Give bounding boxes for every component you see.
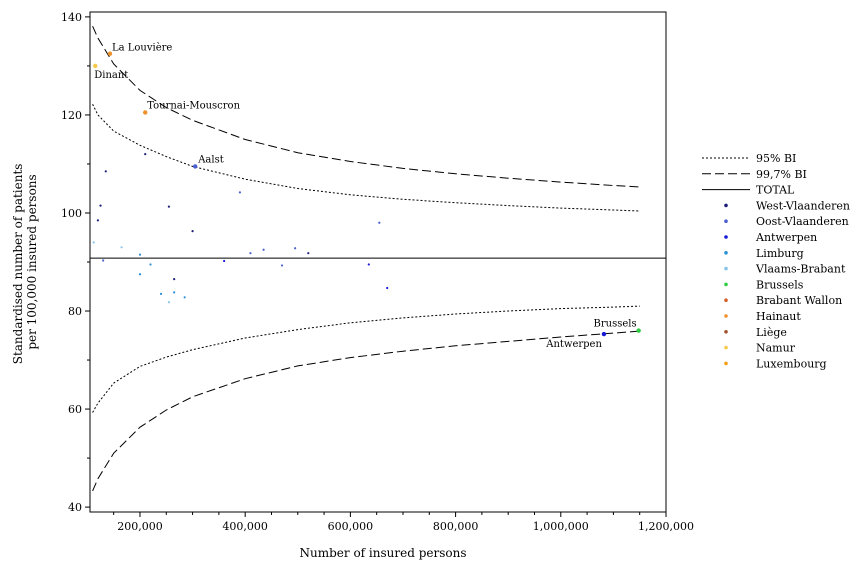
x-tick-label-3: 800,000 <box>433 520 479 533</box>
point-9-0 <box>93 63 98 69</box>
y-axis: 40 60 80 100 120 140 <box>61 11 91 514</box>
point-0-5 <box>307 252 310 255</box>
point-0-6 <box>173 278 176 281</box>
annotation-0: La Louvière <box>112 43 172 54</box>
legend-dot-6 <box>724 251 728 255</box>
point-1-4 <box>262 248 265 251</box>
band-1-lower-line <box>92 330 640 492</box>
band-1-upper-line <box>92 25 640 188</box>
y-tick-label-4: 120 <box>61 109 82 122</box>
y-tick-label-2: 80 <box>68 305 82 318</box>
point-0-1 <box>104 170 107 173</box>
legend-label-0: 95% BI <box>756 152 796 165</box>
legend-dot-4 <box>724 219 728 223</box>
band-0-lower-line <box>92 305 640 413</box>
point-3-2 <box>159 292 163 295</box>
point-3-1 <box>149 263 152 266</box>
point-1-3 <box>249 252 252 255</box>
legend-dot-7 <box>724 266 728 271</box>
x-tick-label-0: 200,000 <box>117 520 163 533</box>
point-3-3 <box>173 291 176 294</box>
point-1-0 <box>193 164 198 169</box>
point-4-0 <box>92 241 95 244</box>
y-tick-label-5: 140 <box>61 11 82 24</box>
point-1-1 <box>238 191 242 194</box>
legend-dot-10 <box>724 314 728 318</box>
point-0-2 <box>144 153 147 156</box>
legend-dot-9 <box>724 298 728 303</box>
legend-label-11: Liège <box>756 326 787 339</box>
point-2-0 <box>601 331 607 337</box>
y-tick-label-3: 100 <box>61 207 82 220</box>
y-tick-label-1: 60 <box>68 403 82 416</box>
annotation-2: Tournai-Mouscron <box>147 100 240 111</box>
legend-dot-12 <box>724 345 728 350</box>
point-4-1 <box>120 246 123 249</box>
legend-label-10: Hainaut <box>756 310 801 323</box>
plot-frame <box>89 11 667 513</box>
legend-label-1: 99,7% BI <box>756 168 807 181</box>
point-3-5 <box>138 273 142 276</box>
point-3-4 <box>183 296 186 299</box>
x-tick-label-1: 400,000 <box>222 520 268 533</box>
point-5-0 <box>636 328 641 333</box>
point-3-0 <box>138 253 142 256</box>
annotation-1: Dinant <box>94 70 128 81</box>
legend-dot-3 <box>724 203 728 208</box>
legend-dot-5 <box>724 235 728 239</box>
x-axis-title: Number of insured persons <box>300 546 467 560</box>
legend-label-4: Oost-Vlaanderen <box>756 215 849 228</box>
legend-label-13: Luxembourg <box>756 357 827 370</box>
confidence-bands <box>92 25 640 492</box>
y-axis-title: Standardised number of patients per 100,… <box>11 160 39 365</box>
x-tick-label-4: 1,000,000 <box>533 520 589 533</box>
point-0-7 <box>96 219 99 222</box>
legend-label-3: West-Vlaanderen <box>756 199 850 212</box>
band-0-upper-line <box>92 103 640 212</box>
legend-dot-13 <box>724 361 728 366</box>
x-tick-label-5: 1,200,000 <box>638 520 694 533</box>
legend-label-9: Brabant Wallon <box>756 294 842 307</box>
point-0-4 <box>191 230 194 233</box>
point-2-2 <box>223 259 226 263</box>
point-2-3 <box>386 286 389 290</box>
point-2-1 <box>367 263 370 266</box>
point-1-2 <box>378 221 381 224</box>
point-1-5 <box>294 247 297 250</box>
annotation-3: Aalst <box>197 154 224 165</box>
annotation-4: Brussels <box>594 319 637 330</box>
point-7-0 <box>107 51 113 56</box>
point-4-2 <box>167 301 171 304</box>
legend-label-8: Brussels <box>756 278 804 291</box>
legend: 95% BI 99,7% BI TOTAL West-Vlaanderen Oost-V… <box>702 152 850 370</box>
legend-dot-11 <box>724 330 728 334</box>
legend-dot-8 <box>724 282 728 287</box>
x-axis: 200,000 400,000 600,000 800,000 1,000,000 1,2… <box>90 511 694 533</box>
x-tick-label-2: 600,000 <box>328 520 374 533</box>
y-axis-title-line-1: Standardised number of patients <box>11 164 25 365</box>
y-tick-label-0: 40 <box>68 501 82 514</box>
annotation-5: Antwerpen <box>545 339 602 350</box>
y-axis-title-line-2: per 100,000 insured persons <box>25 174 39 349</box>
point-7-1 <box>143 110 148 115</box>
point-1-6 <box>280 264 284 267</box>
legend-label-6: Limburg <box>756 247 804 260</box>
legend-label-2: TOTAL <box>756 184 795 197</box>
point-0-3 <box>167 205 171 208</box>
point-annotations: La Louvière Dinant Tournai-Mouscron Aalst Br… <box>94 43 636 350</box>
legend-label-5: Antwerpen <box>755 231 817 244</box>
legend-label-7: Vlaams-Brabant <box>755 263 846 276</box>
point-0-0 <box>99 204 102 207</box>
legend-label-12: Namur <box>756 342 796 355</box>
data-points <box>92 51 641 337</box>
point-1-7 <box>102 259 105 262</box>
